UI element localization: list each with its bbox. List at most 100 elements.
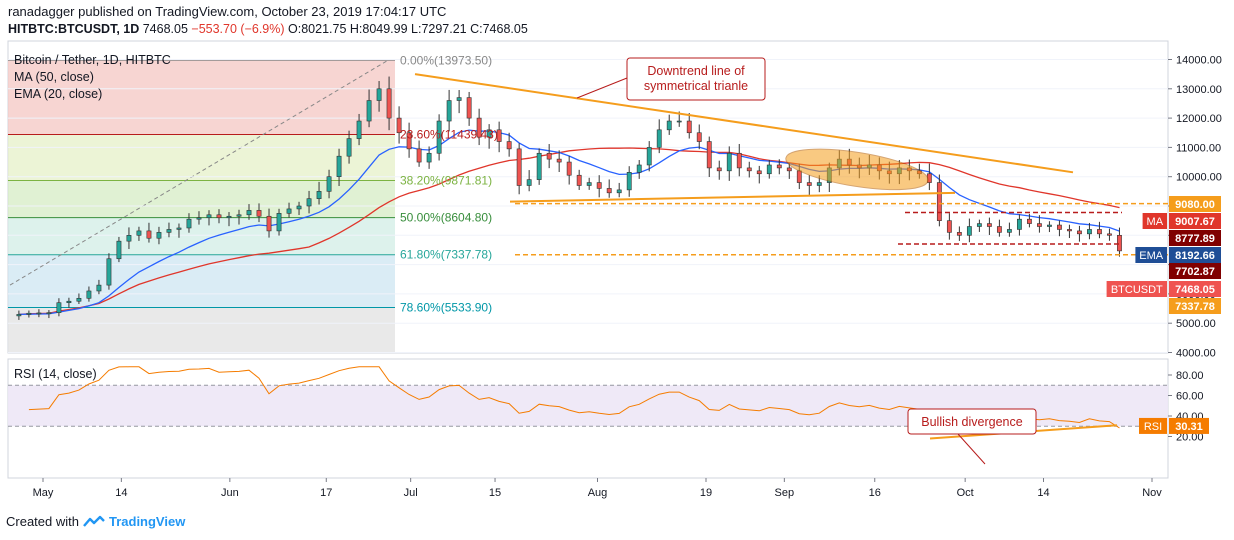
candle-body <box>786 167 792 172</box>
price-badge-label: 7468.05 <box>1175 284 1215 296</box>
rsi-title: RSI (14, close) <box>14 367 97 381</box>
candle-body <box>756 170 762 175</box>
callout-pointer <box>576 77 628 99</box>
fib-level-label: 78.60%(5533.90) <box>400 301 492 315</box>
candle-body <box>1006 229 1012 233</box>
candle-body <box>576 174 582 186</box>
price-badge-label: 8777.89 <box>1175 233 1215 245</box>
price-badges: 9080.00 MA 9007.67 8777.89 EMA 8192.66 7702.87… <box>1106 196 1221 314</box>
candle-body <box>656 129 662 148</box>
candle-body <box>366 100 372 122</box>
candle-body <box>176 227 182 230</box>
rsi-tick-label: 20.00 <box>1176 432 1204 444</box>
candle-body <box>326 176 332 192</box>
price-badge <box>1169 247 1221 263</box>
candle-body <box>16 314 22 317</box>
candle-body <box>456 97 462 101</box>
price-badge-label: 7702.87 <box>1175 266 1215 278</box>
candle-body <box>726 152 732 172</box>
candle-body <box>526 179 532 186</box>
candle-body <box>96 284 102 292</box>
candle-body <box>616 189 622 194</box>
candle-body <box>156 232 162 239</box>
candle-body <box>596 182 602 189</box>
candle-body <box>216 214 222 219</box>
y-tick-label: 12000.00 <box>1176 113 1222 125</box>
candle-body <box>346 138 352 157</box>
candle-body <box>686 120 692 134</box>
candle-body <box>386 88 392 119</box>
candle-body <box>626 172 632 191</box>
candle-body <box>976 223 982 227</box>
downtrend-callout-text: symmetrical trianle <box>644 79 748 93</box>
fib-zone <box>8 307 395 353</box>
candle-body <box>206 214 212 219</box>
candle-body <box>256 210 262 217</box>
price-badge-label: 7337.78 <box>1175 301 1215 313</box>
rsi-tick-label: 60.00 <box>1176 391 1204 403</box>
candle-body <box>816 182 822 186</box>
y-tick-label: 10000.00 <box>1176 172 1222 184</box>
fib-zone <box>8 254 395 308</box>
candle-body <box>956 232 962 236</box>
x-tick-label: Jun <box>221 487 239 499</box>
candle-body <box>136 230 142 236</box>
candle-body <box>426 152 432 163</box>
price-badge <box>1169 230 1221 246</box>
candle-body <box>446 100 452 122</box>
candle-body <box>396 117 402 134</box>
candle-body <box>166 229 172 233</box>
candle-body <box>666 120 672 131</box>
time-axis[interactable]: May 14 Jun 17 Jul 15 Aug 19 Sep 16 Oct 14 Nov <box>33 478 1163 499</box>
candle-body <box>946 220 952 233</box>
price-badge <box>1169 298 1221 314</box>
candle-body <box>336 155 342 178</box>
price-badge-tag-label: EMA <box>1139 250 1164 262</box>
candle-body <box>476 117 482 138</box>
chart-header: ranadagger published on TradingView.com,… <box>8 4 446 19</box>
triangle-support-line <box>509 191 956 203</box>
candle-body <box>1087 229 1092 235</box>
x-tick-label: Sep <box>775 487 795 499</box>
candle-body <box>236 214 242 217</box>
fib-zone <box>8 134 395 181</box>
author-name[interactable]: ranadagger <box>8 4 75 19</box>
rsi-value-badge <box>1169 417 1209 434</box>
fibonacci-retracement <box>8 59 395 353</box>
candle-body <box>506 141 512 150</box>
candle-body <box>276 213 282 232</box>
candle-body <box>986 223 992 227</box>
price-change: −553.70 (−6.9%) <box>191 22 285 36</box>
candle-body <box>226 215 232 219</box>
y-tick-label: 4000.00 <box>1176 348 1216 360</box>
candle-body <box>1016 218 1022 230</box>
x-tick-label: Oct <box>957 487 974 499</box>
ohlc-values: O:8021.75 H:8049.99 L:7297.21 C:7468.05 <box>288 22 528 36</box>
candle-body <box>356 120 362 139</box>
x-tick-label: Jul <box>404 487 418 499</box>
highlight-ellipse <box>785 148 929 191</box>
fib-level-label: 38.20%(9871.81) <box>400 173 492 187</box>
x-tick-label: 17 <box>320 487 332 499</box>
moving-averages <box>18 129 1120 316</box>
ma-line <box>18 147 1120 316</box>
price-badge <box>1169 281 1221 297</box>
fib-zone <box>8 60 395 135</box>
price-badge-label: 9080.00 <box>1175 199 1215 211</box>
fib-level-label: 23.60%(11439.43) <box>400 128 498 142</box>
divergence-pointer <box>957 433 986 465</box>
candle-body <box>296 205 302 210</box>
tradingview-brand[interactable]: TradingView <box>108 514 186 529</box>
candle-body <box>746 167 752 172</box>
last-price: 7468.05 <box>142 22 188 36</box>
legend-title: Bitcoin / Tether, 1D, HITBTC <box>14 53 171 67</box>
candle-body <box>106 258 112 286</box>
publish-info: published on TradingView.com, October 23… <box>78 4 447 19</box>
candle-body <box>266 215 272 232</box>
fib-trend-line <box>9 59 389 286</box>
rsi-tag-label: RSI <box>1144 421 1162 433</box>
candle-body <box>126 235 132 242</box>
candle-body <box>186 218 192 229</box>
